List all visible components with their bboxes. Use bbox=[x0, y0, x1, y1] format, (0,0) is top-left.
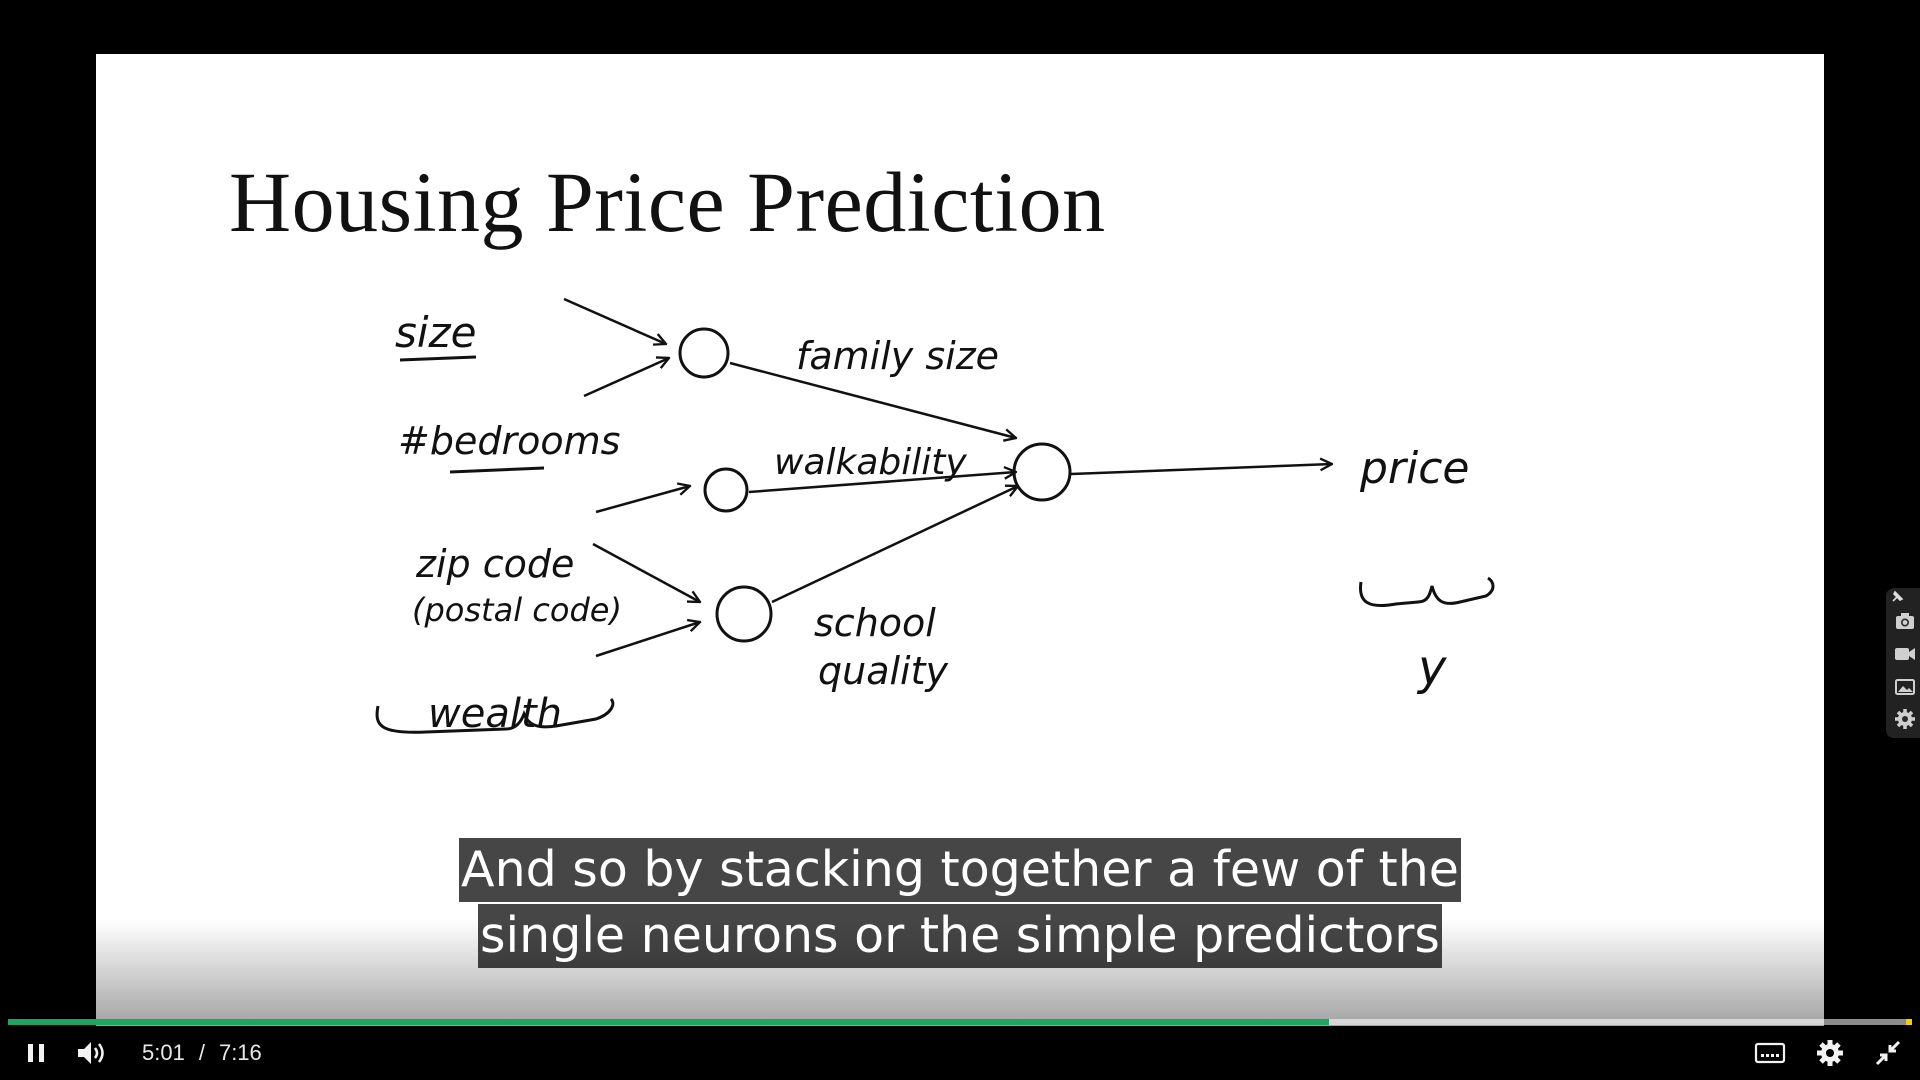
label-y: y bbox=[1416, 640, 1447, 696]
label-school: school bbox=[814, 601, 936, 645]
volume-icon bbox=[78, 1042, 104, 1064]
arrow-walk-out bbox=[748, 472, 1016, 494]
label-quality: quality bbox=[818, 649, 949, 693]
progress-bar[interactable] bbox=[8, 1019, 1912, 1025]
label-zip-code: zip code bbox=[415, 542, 574, 586]
volume-button[interactable] bbox=[70, 1026, 114, 1080]
gear-icon[interactable] bbox=[1894, 708, 1916, 730]
label-size: size bbox=[395, 308, 476, 357]
progress-end-marker bbox=[1906, 1019, 1912, 1025]
duration: 7:16 bbox=[218, 1040, 262, 1065]
arrow-size-n1 bbox=[563, 297, 666, 344]
arrow-school-out bbox=[771, 486, 1018, 604]
side-toolbar bbox=[1886, 588, 1920, 738]
camera-icon[interactable] bbox=[1894, 610, 1916, 632]
current-time: 5:01 bbox=[142, 1040, 185, 1065]
size-underline bbox=[399, 355, 477, 362]
progress-played bbox=[8, 1019, 1329, 1025]
label-walkability: walkability bbox=[774, 442, 967, 483]
pin-icon[interactable] bbox=[1890, 590, 1904, 604]
bedrooms-underline bbox=[449, 466, 545, 474]
label-price: price bbox=[1359, 443, 1470, 494]
wealth-brace bbox=[375, 697, 615, 734]
video-camera-icon[interactable] bbox=[1894, 643, 1916, 665]
neural-network-diagram: size #bedrooms zip code (postal code) we… bbox=[375, 297, 1495, 737]
pause-button[interactable] bbox=[16, 1026, 56, 1080]
pause-icon bbox=[28, 1044, 44, 1062]
gear-icon bbox=[1817, 1040, 1843, 1066]
arrow-zip-n3 bbox=[592, 542, 700, 602]
exit-fullscreen-icon bbox=[1875, 1040, 1901, 1066]
hidden-node-family bbox=[678, 327, 730, 379]
label-family-size: family size bbox=[796, 334, 999, 378]
arrow-bedrooms-n1 bbox=[583, 358, 669, 398]
hidden-node-walk bbox=[703, 467, 749, 513]
slide-title: Housing Price Prediction bbox=[229, 154, 1106, 250]
image-icon[interactable] bbox=[1894, 676, 1916, 698]
exit-fullscreen-button[interactable] bbox=[1868, 1026, 1908, 1080]
captions-button[interactable] bbox=[1750, 1026, 1790, 1080]
captions-icon bbox=[1754, 1042, 1786, 1064]
arrow-zip-n2 bbox=[595, 486, 690, 514]
label-postal-code: (postal code) bbox=[412, 591, 622, 629]
output-node bbox=[1012, 442, 1072, 502]
caption-line-1: And so by stacking together a few of the bbox=[459, 838, 1461, 902]
time-separator: / bbox=[198, 1040, 205, 1065]
settings-button[interactable] bbox=[1810, 1026, 1850, 1080]
caption-area: And so by stacking together a few of the… bbox=[0, 838, 1920, 970]
caption-line-2: single neurons or the simple predictors bbox=[478, 904, 1442, 968]
arrow-family-out bbox=[729, 361, 1016, 438]
price-brace bbox=[1358, 576, 1495, 607]
control-bar: 5:01 / 7:16 bbox=[0, 1026, 1920, 1080]
hidden-node-school bbox=[715, 585, 773, 643]
label-bedrooms: #bedrooms bbox=[398, 419, 620, 463]
time-display: 5:01 / 7:16 bbox=[142, 1026, 262, 1080]
arrow-out-price bbox=[1070, 464, 1332, 476]
arrow-wealth-n3 bbox=[595, 622, 700, 658]
